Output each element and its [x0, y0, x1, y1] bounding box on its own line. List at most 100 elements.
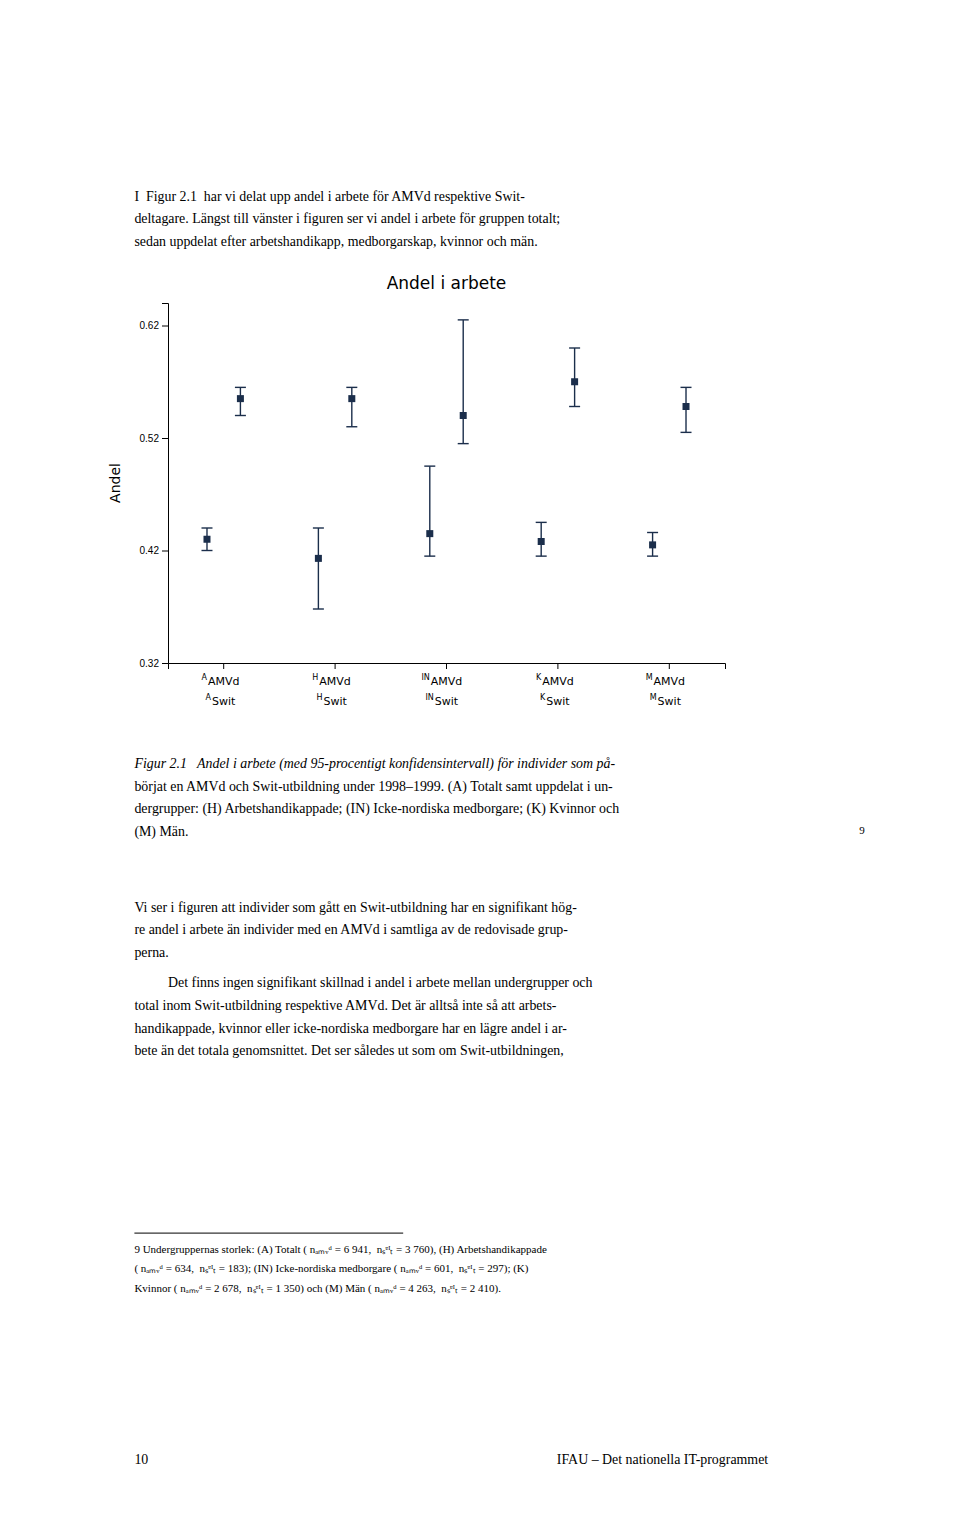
x-tick-mark [557, 663, 558, 669]
y-tick: 0.62 [140, 320, 168, 331]
y-tick: 0.52 [140, 433, 168, 444]
error-cap [346, 426, 357, 427]
error-cap [536, 555, 547, 556]
error-cap [313, 527, 324, 528]
x-tick-mark [669, 663, 670, 669]
page-text: I Figur 2.1 har vi delat upp andel i arb… [133, 189, 865, 1467]
error-cap [536, 522, 547, 523]
y-axis: 0.32 0.42 0.52 0.62 [140, 304, 169, 669]
error-cap [458, 319, 469, 320]
y-tick-mark [162, 326, 168, 327]
caption-line: börjat en AMVd och Swit-utbildning under… [134, 779, 613, 795]
chart: 0.320.420.520.62Andel i arbeteAndelAMVdA… [107, 273, 726, 708]
series [201, 466, 658, 609]
chart-title: Andel i arbete [387, 273, 507, 293]
footnote-line: ( nₐₘᵥᵈ = 634, nₛᵄᴵₜ = 183); (IN) Icke-n… [134, 1262, 528, 1275]
error-cap [458, 443, 469, 444]
x-label-prefix: M [650, 693, 657, 702]
point [426, 530, 433, 537]
point [203, 536, 210, 543]
body-line: re andel i arbete än individer med en AM… [134, 922, 568, 937]
x-tick [223, 663, 224, 669]
point [315, 555, 322, 562]
error-cap [201, 527, 212, 528]
error-cap [681, 432, 692, 433]
error-cap [346, 387, 357, 388]
x-axis-line [169, 664, 726, 670]
x-label: AMVd [319, 675, 351, 688]
x-label: AMVd [654, 675, 686, 688]
caption-note: 9 [859, 824, 865, 836]
x-label: Swit [323, 695, 347, 708]
x-label: AMVd [208, 675, 240, 688]
point [237, 395, 244, 402]
error-cap [569, 347, 580, 348]
x-label: Swit [212, 695, 236, 708]
x-label: Swit [435, 695, 459, 708]
error-cap [647, 532, 658, 533]
footnote-rule [134, 1233, 403, 1234]
x-tick-mark [446, 663, 447, 669]
x-tick [446, 663, 447, 669]
body-line: total inom Swit-utbildning respektive AM… [134, 998, 556, 1013]
caption-line: dergrupper: (H) Arbetshandikappade; (IN)… [134, 801, 619, 817]
x-label-prefix: M [646, 673, 653, 682]
x-axis [169, 663, 726, 669]
error-cap [424, 465, 435, 466]
error-bar [318, 528, 319, 609]
point [538, 538, 545, 545]
point [649, 541, 656, 548]
error-cap [313, 608, 324, 609]
x-label-prefix: IN [421, 673, 429, 682]
x-group-labels: AMVdASwitAAMVdHSwitHAMVdINSwitINAMVdKSwi… [201, 673, 685, 708]
x-tick-mark [335, 663, 336, 669]
error-bar [429, 466, 430, 556]
x-label: Swit [546, 695, 570, 708]
footnote-line: 9 Undergruppernas storlek: (A) Totalt ( … [134, 1243, 547, 1256]
y-axis-line [162, 304, 169, 664]
body-line: Vi ser i figuren att individer som gått … [134, 900, 577, 915]
x-tick [335, 663, 336, 669]
x-tick [557, 663, 558, 669]
x-label: AMVd [431, 675, 463, 688]
x-tick [669, 663, 670, 669]
x-label-prefix: IN [425, 693, 433, 702]
x-label-prefix: H [316, 693, 322, 702]
y-tick-label: 0.62 [140, 320, 160, 331]
error-cap [681, 387, 692, 388]
x-label: Swit [658, 695, 682, 708]
body-line: perna. [134, 945, 168, 960]
body-line: bete än det totala genomsnittet. Det ser… [134, 1043, 563, 1058]
error-cap [424, 555, 435, 556]
page: 0.320.420.520.62Andel i arbeteAndelAMVdA… [0, 0, 960, 1513]
error-bar [463, 320, 464, 444]
y-tick-label: 0.42 [140, 545, 160, 556]
y-tick-mark [162, 663, 168, 664]
y-tick-mark [162, 438, 168, 439]
caption-line: Figur 2.1 Andel i arbete (med 95-procent… [133, 756, 615, 772]
series [235, 320, 692, 444]
x-tick-mark [223, 663, 224, 669]
intro-line: I Figur 2.1 har vi delat upp andel i arb… [134, 189, 525, 204]
y-tick-label: 0.52 [140, 433, 160, 444]
error-bar [574, 348, 575, 407]
marks [201, 320, 691, 609]
error-cap [647, 555, 658, 556]
body-line: handikappade, kvinnor eller icke-nordisk… [134, 1021, 567, 1036]
y-tick: 0.42 [140, 545, 168, 556]
error-bar [351, 387, 352, 426]
point [571, 378, 578, 385]
y-tick-label: 0.32 [140, 658, 160, 669]
point [348, 395, 355, 402]
y-tick: 0.32 [140, 658, 168, 669]
caption-line: (M) Män. [134, 824, 188, 840]
point [683, 403, 690, 410]
error-cap [201, 550, 212, 551]
y-tick-mark [162, 551, 168, 552]
error-cap [235, 415, 246, 416]
x-label-prefix: A [206, 693, 212, 702]
x-label-prefix: K [536, 673, 542, 682]
error-cap [569, 406, 580, 407]
x-label: AMVd [542, 675, 574, 688]
footnote-line: Kvinnor ( nₐₘᵥᵈ = 2 678, nₛᵄᴵₜ = 1 350) … [134, 1282, 501, 1295]
